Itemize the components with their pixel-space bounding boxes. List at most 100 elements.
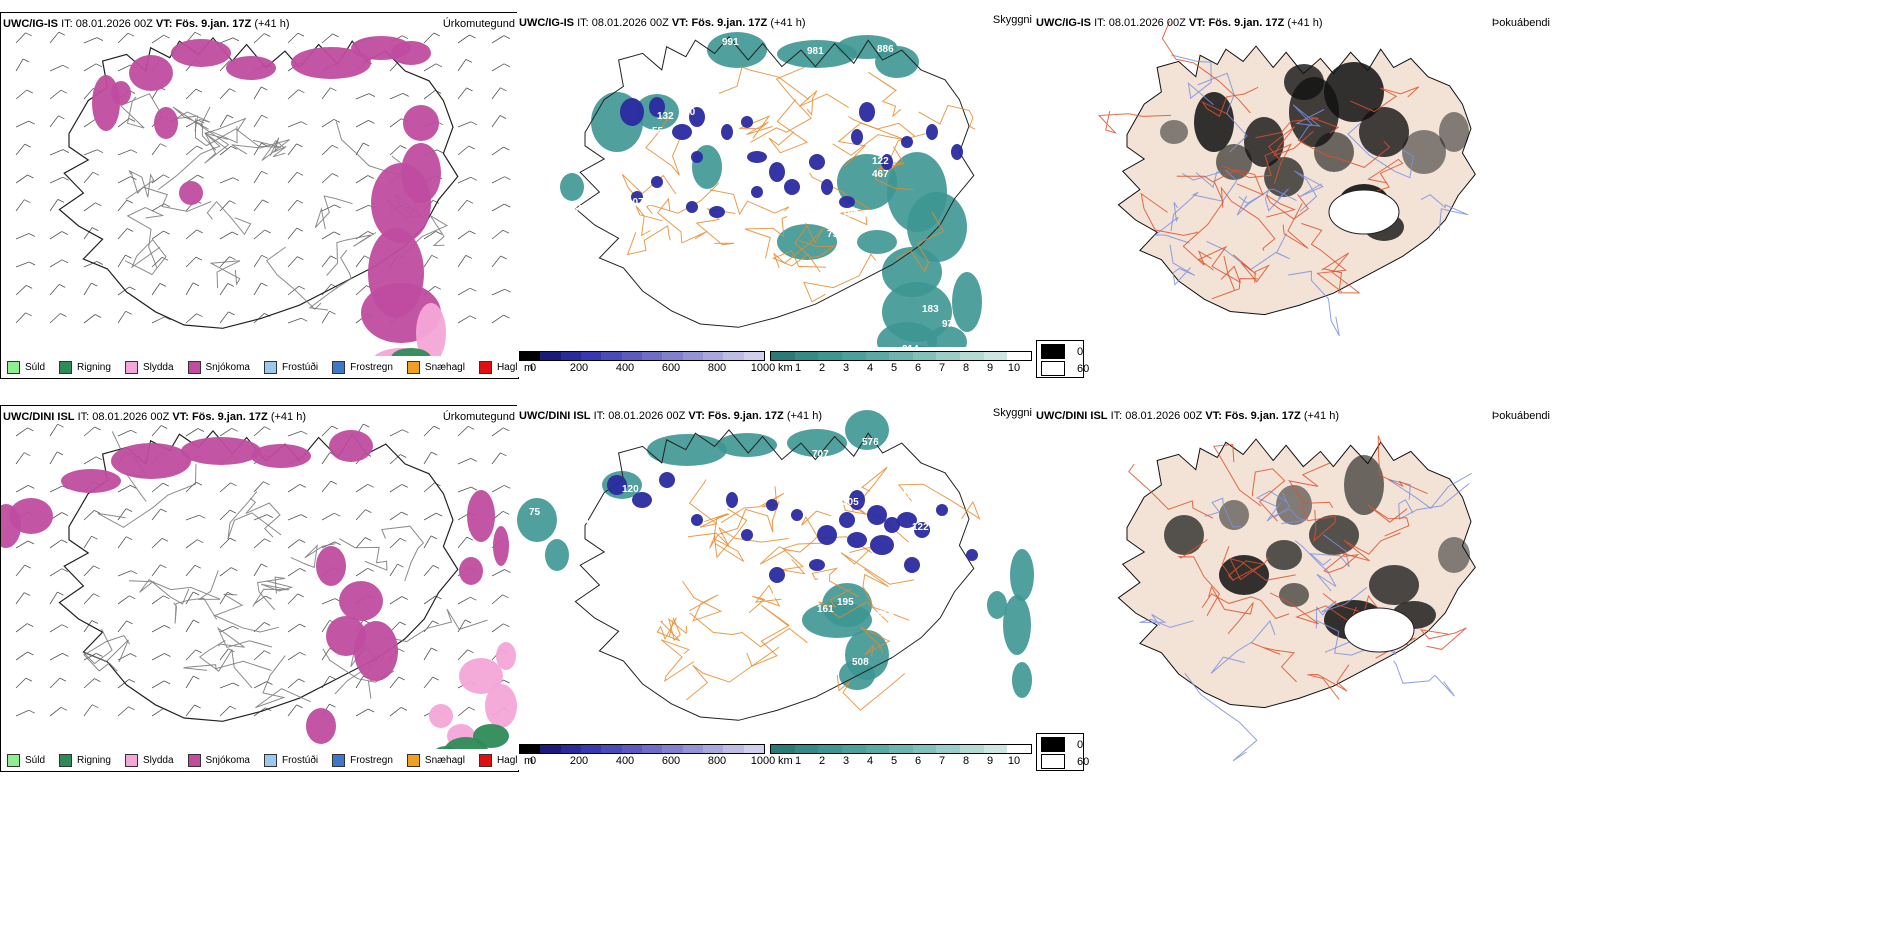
precip-legend: Súld Rigning Slydda Snjókoma Frostúði Frostre… (7, 361, 518, 374)
fog-legend-swatch (1041, 361, 1065, 376)
precip-type-title: Úrkomutegund (442, 411, 515, 423)
it-label: IT: (1094, 17, 1106, 29)
cloud-visibility-panel: 576 707 941 859 943 150 118 120 463 75 305 121 122 10… (517, 405, 1034, 770)
ceiling-colorbar-step (520, 745, 541, 753)
panel-header: UWC/IG-IS IT: 08.01.2026 00Z VT: Fös. 9.… (3, 18, 290, 30)
visibility-colorbar-step (771, 352, 795, 360)
precip-legend-label: Rigning (77, 362, 111, 373)
visibility-colorbar-step (771, 745, 795, 753)
vt-value: Fös. 9.jan. 17Z (191, 411, 268, 423)
precip-legend-item: Snæhagl (406, 754, 465, 767)
panel-header: UWC/DINI ISL IT: 08.01.2026 00Z VT: Fös.… (1036, 410, 1339, 422)
ceiling-colorbar-step (682, 352, 703, 360)
cloud-value-label: 707 (812, 449, 829, 460)
ceiling-colorbar-step (662, 352, 683, 360)
ceiling-colorbar-step (580, 745, 602, 753)
precip-legend-label: Rigning (77, 755, 111, 766)
precip-legend-item: Frostregn (332, 754, 393, 767)
precip-legend-label: Súld (25, 755, 46, 766)
ceiling-tick: 0 (529, 755, 537, 767)
visibility-tick: 8 (962, 755, 970, 767)
precip-legend-item: Haglél (478, 361, 518, 374)
rivers (1153, 54, 1469, 337)
visibility-tick: 1 (794, 362, 802, 374)
visibility-unit: km (778, 362, 793, 374)
visibility-tick: 7 (938, 362, 946, 374)
cloud-value-label: 168 (647, 86, 664, 97)
model-name: UWC/DINI ISL (3, 411, 75, 423)
visibility-colorbar-step (794, 745, 819, 753)
fog-legend-item: 0 (1041, 344, 1083, 359)
it-value: 08.01.2026 00Z (1125, 410, 1203, 422)
precip-legend-label: Snjókoma (205, 755, 250, 766)
model-name: UWC/DINI ISL (1036, 410, 1108, 422)
precip-legend-item: Frostúði (263, 361, 318, 374)
visibility-tick: 10 (1007, 755, 1021, 767)
ceiling-colorbar-step (723, 745, 744, 753)
ceiling-tick: 0 (529, 362, 537, 374)
cloud-value-label: 576 (862, 437, 879, 448)
road-network (1128, 435, 1467, 700)
visibility-tick: 2 (818, 362, 826, 374)
cloud-value-label: 515 (877, 609, 894, 620)
vt-value: Fös. 9.jan. 17Z (707, 410, 784, 422)
cloud-visibility-panel: 991 981 886 900 157 168 132 110 55 107 119 95 150 122… (517, 12, 1034, 377)
road-network (656, 466, 981, 711)
visibility-colorbar-step (960, 745, 984, 753)
cloud-value-label: 118 (897, 490, 914, 501)
cloud-value-label: 467 (872, 169, 889, 180)
precip-legend-item: Frostregn (332, 361, 393, 374)
cloud-value-label: 991 (722, 37, 739, 48)
precip-legend-item: Rigning (59, 754, 111, 767)
ceiling-tick: 400 (615, 755, 635, 767)
precip-legend-item: Snæhagl (406, 361, 465, 374)
precip-legend-label: Snæhagl (424, 362, 465, 373)
cloud-value-label: 886 (877, 44, 894, 55)
ceiling-colorbar-strip (519, 744, 765, 754)
cloud-title: Skyggni (992, 14, 1032, 26)
cloud-value-label: 110 (679, 107, 696, 118)
visibility-colorbar-step (865, 352, 890, 360)
precip-legend-swatch (7, 361, 20, 374)
ceiling-colorbar-step (702, 352, 724, 360)
visibility-tick: 6 (914, 755, 922, 767)
fog-legend-swatch (1041, 344, 1065, 359)
model-name: UWC/DINI ISL (519, 410, 591, 422)
cloud-value-label: 79 (827, 229, 839, 240)
cloud-value-label: 120 (622, 484, 639, 495)
ceiling-colorbar: m 0 200 400 600 800 1000 (519, 744, 775, 768)
cloud-value-label: 981 (807, 46, 824, 57)
cloud-value-label: 107 (627, 197, 644, 208)
ceiling-colorbar-step (560, 745, 581, 753)
cloud-value-label: 150 (857, 469, 874, 480)
precip-legend-item: Snjókoma (187, 361, 250, 374)
ceiling-colorbar-step (560, 352, 581, 360)
cloud-value-label: 859 (777, 459, 794, 470)
fog-legend-swatch (1041, 737, 1065, 752)
cloud-value-label: 55 (652, 126, 664, 137)
glacier (1328, 189, 1400, 235)
precip-type-map (1, 423, 518, 771)
it-label: IT: (577, 17, 589, 29)
snow-areas (1, 430, 509, 744)
precip-legend-label: Frostregn (350, 755, 393, 766)
panel-header: UWC/IG-IS IT: 08.01.2026 00Z VT: Fös. 9.… (1036, 17, 1323, 29)
cloud-value-label: 195 (837, 597, 854, 608)
cloud-value-label: 121 (857, 524, 874, 535)
fog-indicator-title: Þokuábendi (1491, 17, 1550, 29)
ceiling-tick: 1000 (750, 755, 776, 767)
precip-legend-label: Slydda (142, 362, 174, 373)
visibility-tick: 2 (818, 755, 826, 767)
cloud-value-label: 463 (572, 515, 589, 526)
visibility-colorbar-step (983, 352, 1008, 360)
visibility-tick: 8 (962, 362, 970, 374)
ceiling-colorbar: m 0 200 400 600 800 1000 (519, 351, 775, 375)
iceland-outline (58, 36, 459, 329)
cloud-value-label: 182 (842, 209, 859, 220)
cloud-value-label: 132 (657, 111, 674, 122)
precip-legend-item: Slydda (124, 361, 174, 374)
precip-legend-item: Frostúði (263, 754, 318, 767)
fog-indicator-title: Þokuábendi (1491, 410, 1550, 422)
visibility-colorbar-step (889, 352, 913, 360)
